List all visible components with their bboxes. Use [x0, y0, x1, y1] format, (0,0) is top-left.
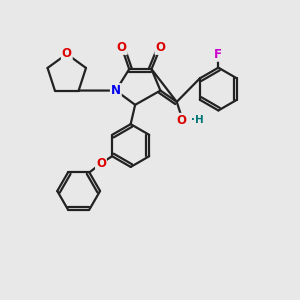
Text: O: O [176, 114, 186, 127]
Text: O: O [117, 41, 127, 54]
Text: O: O [96, 157, 106, 170]
Text: N: N [111, 84, 121, 97]
Text: ·H: ·H [191, 115, 204, 125]
Text: O: O [155, 41, 165, 54]
Text: F: F [214, 48, 222, 61]
Text: O: O [62, 47, 72, 61]
